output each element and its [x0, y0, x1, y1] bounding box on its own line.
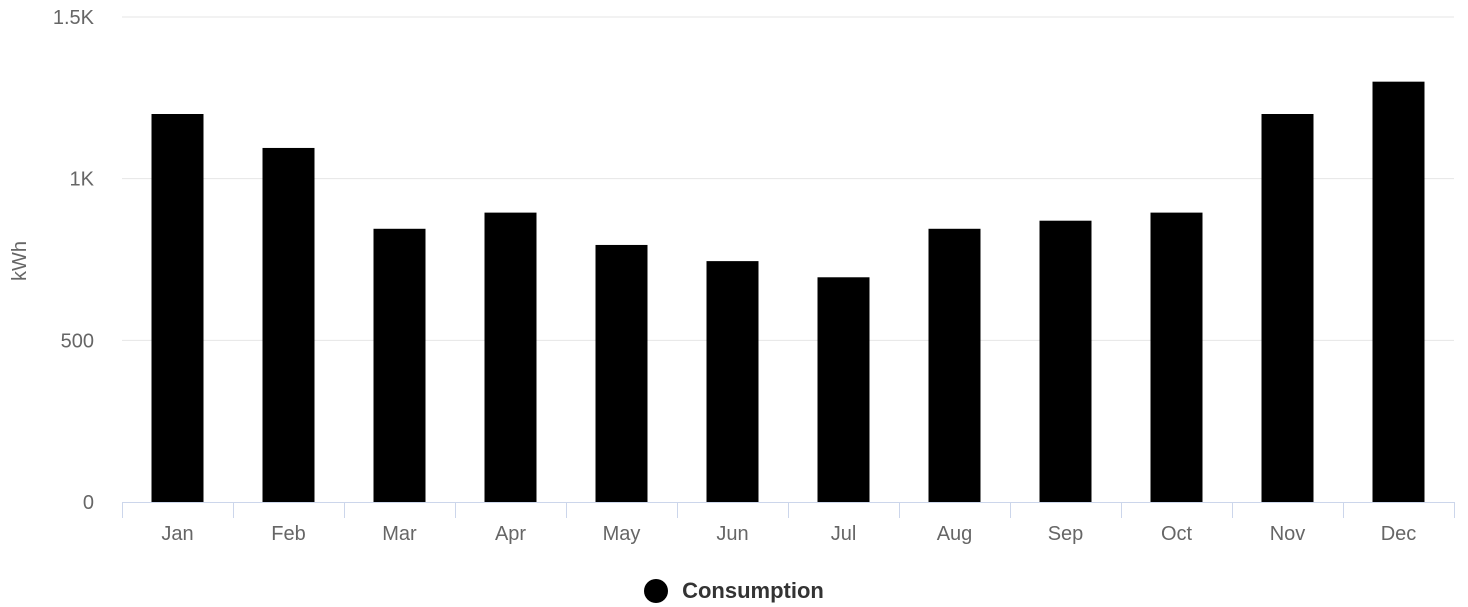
- bars: [151, 81, 1425, 503]
- x-axis-ticks: Jan Feb Mar Apr May Jun Jul Aug Sep Oct Nov Dec: [161, 523, 1416, 545]
- bar-mar[interactable]: [373, 228, 426, 503]
- x-tick-label: Feb: [271, 523, 305, 545]
- legend-swatch-consumption: [644, 579, 669, 603]
- x-tick-label: Mar: [382, 523, 417, 545]
- bar-jan[interactable]: [151, 114, 204, 502]
- bar-aug[interactable]: [928, 228, 981, 503]
- bar-apr[interactable]: [484, 212, 537, 502]
- grid-lines: [122, 16, 1454, 341]
- x-axis: [122, 502, 1455, 518]
- legend-label-consumption[interactable]: Consumption: [682, 578, 824, 603]
- x-tick-label: Jan: [161, 523, 193, 545]
- x-tick-label: Nov: [1270, 523, 1306, 545]
- bar-feb[interactable]: [262, 147, 315, 502]
- legend[interactable]: Consumption: [0, 578, 1468, 604]
- x-tick-label: Apr: [495, 523, 526, 545]
- x-tick-label: Aug: [937, 523, 973, 545]
- y-tick-label: 500: [61, 330, 94, 352]
- y-tick-label: 0: [83, 492, 94, 514]
- x-tick-label: Jul: [831, 523, 857, 545]
- x-tick-label: Oct: [1161, 523, 1193, 545]
- chart-canvas: 0 500 1K 1.5K Jan Feb Mar Apr May Jun Jul Aug Sep Oc…: [9, 7, 1455, 545]
- y-axis-title: kWh: [9, 241, 31, 281]
- bar-sep[interactable]: [1039, 220, 1092, 502]
- y-tick-label: 1K: [70, 169, 95, 191]
- x-tick-label: Jun: [716, 523, 748, 545]
- bar-nov[interactable]: [1261, 114, 1314, 502]
- bar-may[interactable]: [595, 244, 648, 502]
- x-tick-label: May: [603, 523, 641, 545]
- y-axis-ticks: 0 500 1K 1.5K: [53, 7, 95, 514]
- bar-dec[interactable]: [1372, 81, 1425, 503]
- bar-jun[interactable]: [706, 261, 759, 502]
- bar-jul[interactable]: [817, 277, 870, 502]
- bar-oct[interactable]: [1150, 212, 1203, 502]
- x-tick-label: Dec: [1381, 523, 1417, 545]
- x-tick-label: Sep: [1048, 523, 1084, 545]
- y-tick-label: 1.5K: [53, 7, 95, 29]
